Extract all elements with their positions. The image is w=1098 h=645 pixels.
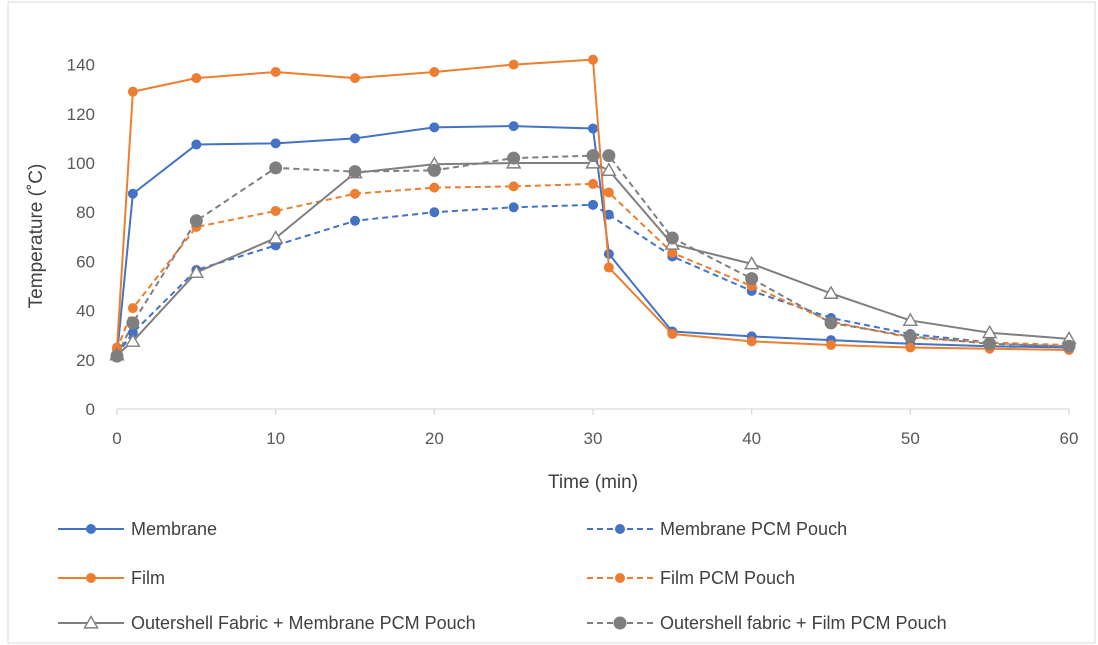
data-point xyxy=(508,202,519,213)
data-point xyxy=(507,151,521,165)
legend-swatch-marker xyxy=(83,615,99,629)
data-point xyxy=(126,316,140,330)
series-film xyxy=(112,54,1074,355)
data-point xyxy=(350,73,360,84)
legend-label: Membrane xyxy=(131,519,217,539)
data-point xyxy=(270,205,281,216)
legend-label: Outershell Fabric + Membrane PCM Pouch xyxy=(131,613,476,633)
data-point xyxy=(603,187,614,198)
y-tick-label: 60 xyxy=(76,252,95,271)
x-tick-label: 40 xyxy=(742,429,761,448)
data-point xyxy=(127,86,138,97)
data-point xyxy=(508,121,519,132)
data-point xyxy=(508,59,519,70)
data-point xyxy=(429,182,440,193)
data-point xyxy=(269,161,283,175)
data-point xyxy=(125,333,141,347)
data-point xyxy=(823,285,839,299)
chart-frame xyxy=(7,1,1096,644)
legend-swatch-marker xyxy=(613,616,627,630)
legend-label: Film PCM Pouch xyxy=(660,568,795,588)
legend-entry-membrane: Membrane xyxy=(58,519,217,539)
data-point xyxy=(429,66,440,77)
data-point xyxy=(508,181,519,192)
data-point xyxy=(189,214,203,228)
data-point xyxy=(665,231,679,245)
data-point xyxy=(746,336,757,347)
data-point xyxy=(745,272,759,286)
data-point xyxy=(902,312,919,327)
data-point xyxy=(429,122,440,133)
data-point xyxy=(667,328,678,339)
x-axis-title: Time (min) xyxy=(548,472,638,493)
data-point xyxy=(127,188,138,199)
legend-swatch-marker xyxy=(615,573,625,583)
data-point xyxy=(588,54,598,65)
y-tick-label: 120 xyxy=(67,105,95,124)
data-point xyxy=(586,149,600,163)
data-point xyxy=(110,349,124,363)
legend-entry-outershell-fabric-film-pcm-pouch: Outershell fabric + Film PCM Pouch xyxy=(587,613,947,633)
data-point xyxy=(588,178,598,189)
data-point xyxy=(585,155,601,169)
legend-swatch-marker xyxy=(86,524,96,534)
x-tick-label: 30 xyxy=(584,429,603,448)
x-tick-label: 20 xyxy=(425,429,444,448)
legend-label: Outershell fabric + Film PCM Pouch xyxy=(660,613,947,633)
x-tick-label: 0 xyxy=(112,429,121,448)
data-point xyxy=(270,138,281,149)
data-point xyxy=(588,199,598,210)
data-point xyxy=(429,207,440,218)
data-point xyxy=(743,255,760,270)
data-point xyxy=(905,342,916,353)
data-point xyxy=(602,149,616,163)
data-point xyxy=(983,337,997,351)
data-point xyxy=(603,262,614,273)
y-tick-label: 40 xyxy=(76,302,95,321)
data-point xyxy=(270,66,281,77)
x-tick-label: 60 xyxy=(1060,429,1079,448)
y-axis-title: Temperature (˚C) xyxy=(26,164,47,309)
y-tick-label: 0 xyxy=(86,400,95,419)
x-tick-label: 10 xyxy=(266,429,285,448)
x-tick-label: 50 xyxy=(901,429,920,448)
y-tick-label: 80 xyxy=(76,203,95,222)
legend-label: Membrane PCM Pouch xyxy=(660,519,847,539)
legend: Membrane Membrane PCM Pouch Film Film PCM P… xyxy=(58,519,947,633)
data-point xyxy=(267,230,284,244)
data-point xyxy=(188,264,205,279)
data-point xyxy=(826,340,836,351)
y-tick-label: 100 xyxy=(67,154,95,173)
legend-swatch-marker xyxy=(86,573,96,583)
data-point xyxy=(824,316,838,330)
data-point xyxy=(427,163,441,177)
legend-label: Film xyxy=(131,568,165,588)
legend-entry-outershell-fabric-membrane-pcm-pouch: Outershell Fabric + Membrane PCM Pouch xyxy=(58,613,476,633)
y-tick-label: 20 xyxy=(76,351,95,370)
data-point xyxy=(350,188,360,199)
plot-area xyxy=(109,54,1077,363)
legend-entry-film-pcm-pouch: Film PCM Pouch xyxy=(587,568,795,588)
data-point xyxy=(348,165,362,179)
data-point xyxy=(191,73,202,84)
legend-swatch-marker xyxy=(615,524,625,534)
data-point xyxy=(191,139,202,150)
series-outershell-fabric-film-pcm-pouch xyxy=(110,149,1076,363)
data-point xyxy=(903,329,917,343)
data-point xyxy=(601,162,617,176)
legend-entry-membrane-pcm-pouch: Membrane PCM Pouch xyxy=(587,519,847,539)
data-point xyxy=(1062,339,1076,353)
legend-entry-film: Film xyxy=(58,568,165,588)
data-point xyxy=(127,303,138,314)
y-tick-label: 140 xyxy=(67,56,95,75)
data-point xyxy=(350,133,360,144)
data-point xyxy=(350,215,360,226)
axes: 0 20 40 60 80 100 120 140 0 10 20 30 40 50 60 xyxy=(67,56,1079,448)
data-point xyxy=(588,123,598,134)
